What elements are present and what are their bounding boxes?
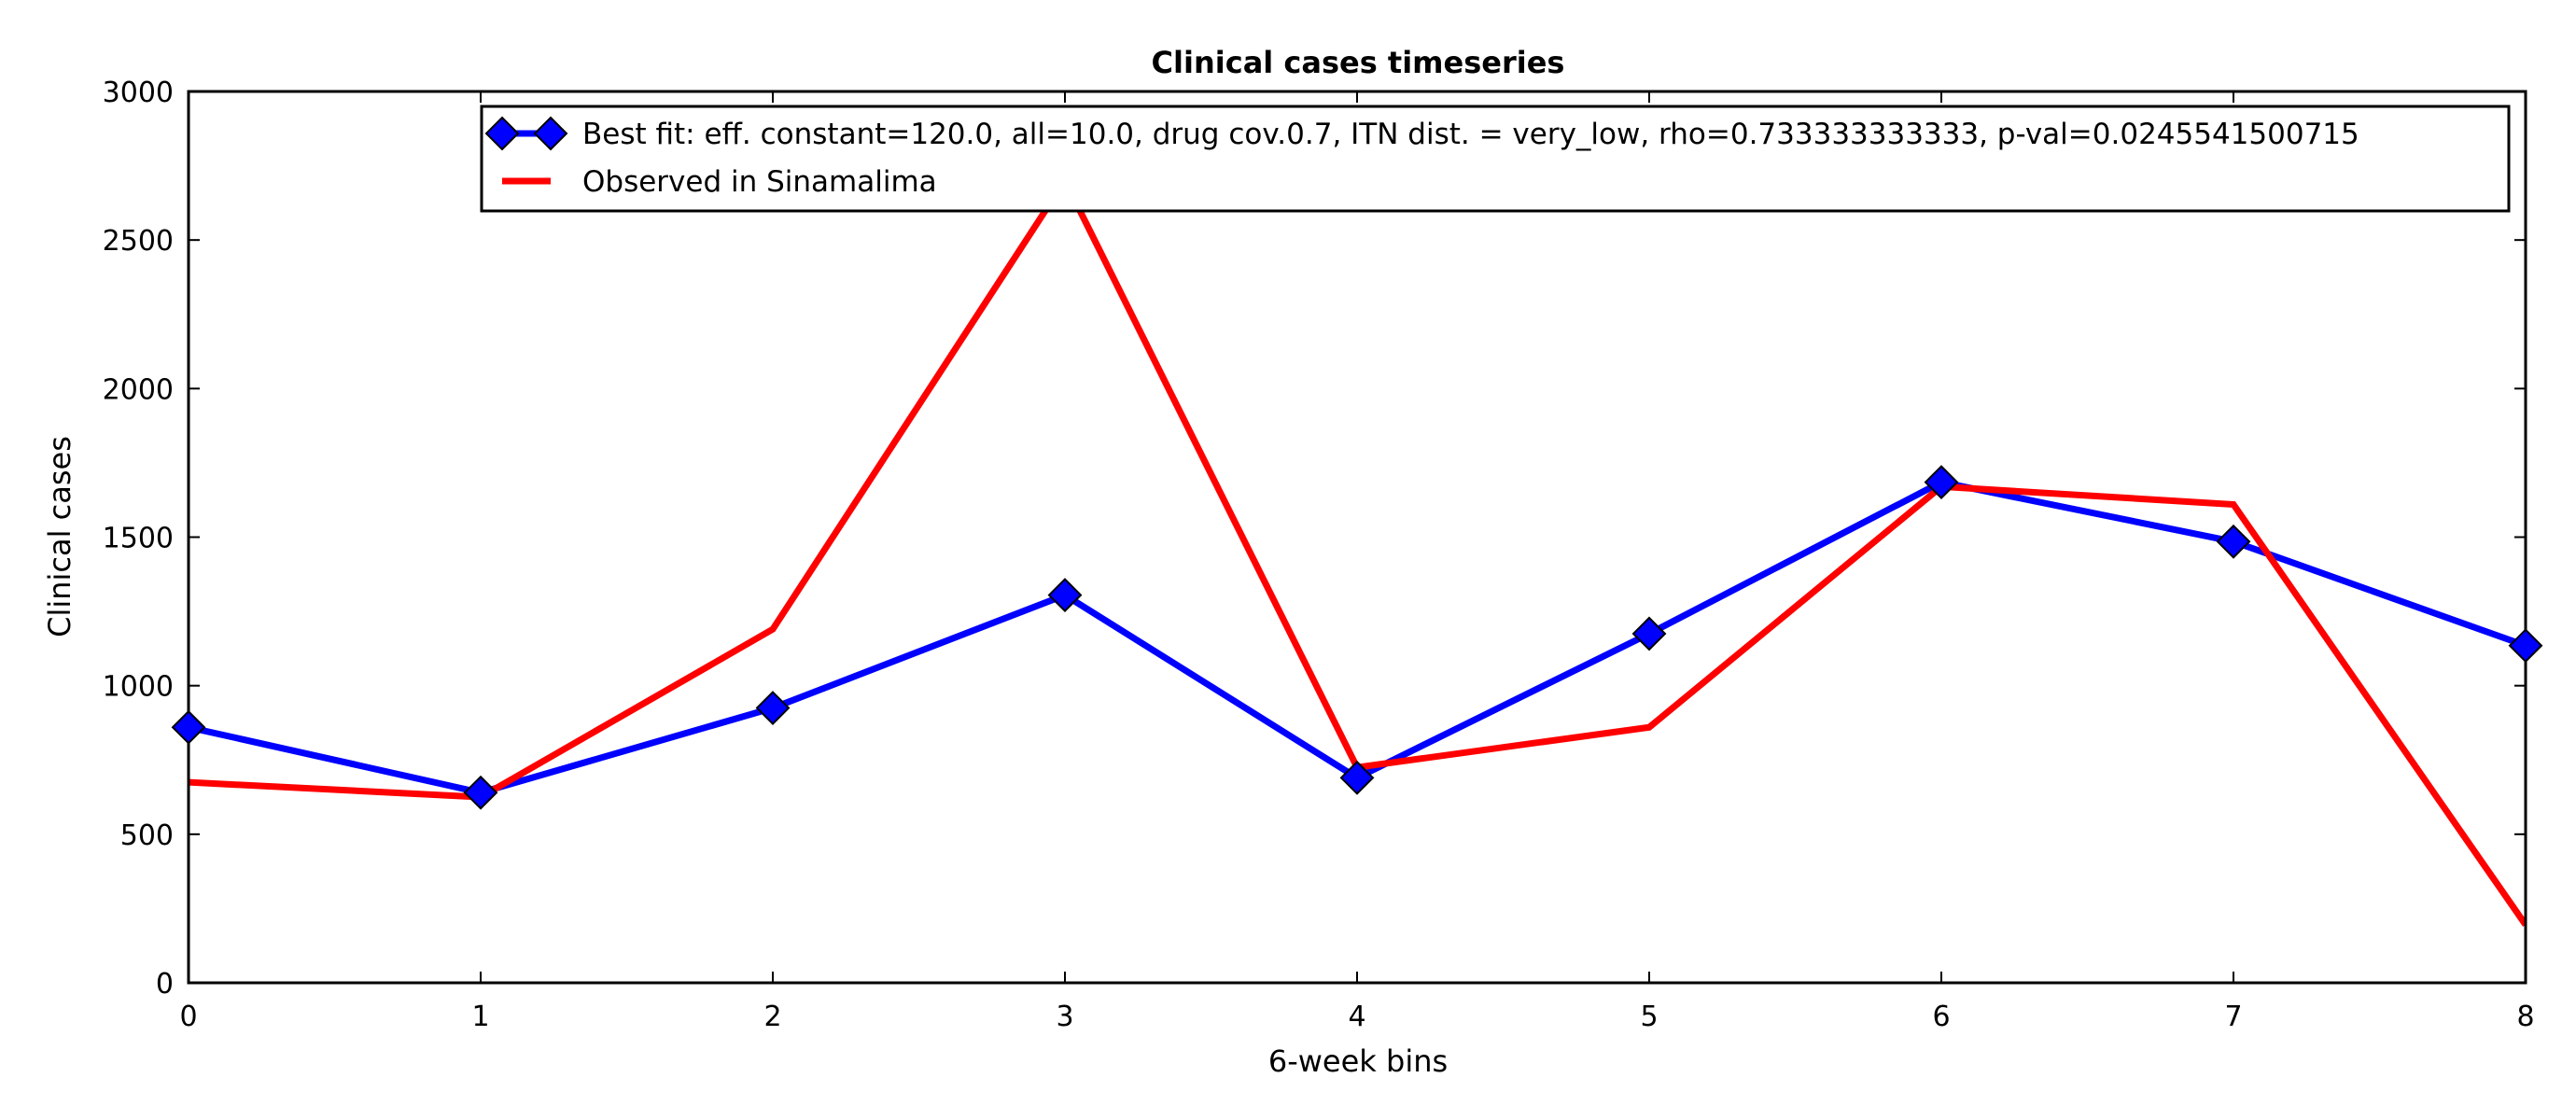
y-tick-label: 500 — [120, 819, 174, 852]
x-tick-label: 3 — [1056, 1001, 1073, 1033]
legend-label-observed: Observed in Sinamalima — [582, 165, 937, 199]
x-tick-label: 8 — [2516, 1001, 2534, 1033]
legend-label-best-fit: Best fit: eff. constant=120.0, all=10.0,… — [582, 118, 2359, 151]
best-fit-point — [1047, 578, 1083, 612]
y-tick-label: 1000 — [103, 671, 174, 704]
x-tick-label: 7 — [2224, 1001, 2242, 1033]
y-tick-label: 0 — [156, 968, 174, 1001]
ticks-layer: 0 1 2 3 4 5 6 7 8 0 500 1000 1500 2000 2500 3000 — [103, 77, 2535, 1033]
best-fit-point — [1631, 616, 1667, 651]
legend-box — [480, 105, 2511, 213]
best-fit-point — [171, 709, 206, 745]
x-axis-label: 6-week bins — [1268, 1043, 1448, 1079]
y-tick-label: 2000 — [103, 373, 174, 406]
legend: Best fit: eff. constant=120.0, all=10.0,… — [480, 105, 2511, 213]
y-tick-label: 1500 — [103, 523, 174, 555]
x-tick-label: 1 — [471, 1001, 489, 1033]
y-axis-label: Clinical cases — [42, 436, 77, 637]
x-tick-label: 5 — [1640, 1001, 1658, 1033]
best-fit-point — [1924, 465, 1959, 500]
best-fit-point — [2216, 524, 2251, 559]
x-tick-label: 6 — [1932, 1001, 1950, 1033]
x-tick-label: 2 — [763, 1001, 781, 1033]
legend-sample-best-fit — [484, 116, 568, 151]
legend-marker-best-fit — [533, 116, 568, 151]
best-fit-point — [463, 775, 498, 810]
x-tick-label: 0 — [179, 1001, 197, 1033]
marker-layer — [171, 465, 2543, 810]
best-fit-point — [755, 691, 791, 725]
x-tick-label: 4 — [1348, 1001, 1365, 1033]
chart-title: Clinical cases timeseries — [1152, 45, 1565, 80]
y-tick-label: 3000 — [103, 77, 174, 109]
y-tick-label: 2500 — [103, 225, 174, 258]
legend-marker-best-fit — [484, 116, 520, 151]
best-fit-point — [2508, 628, 2543, 664]
best-fit-point — [1339, 760, 1375, 795]
